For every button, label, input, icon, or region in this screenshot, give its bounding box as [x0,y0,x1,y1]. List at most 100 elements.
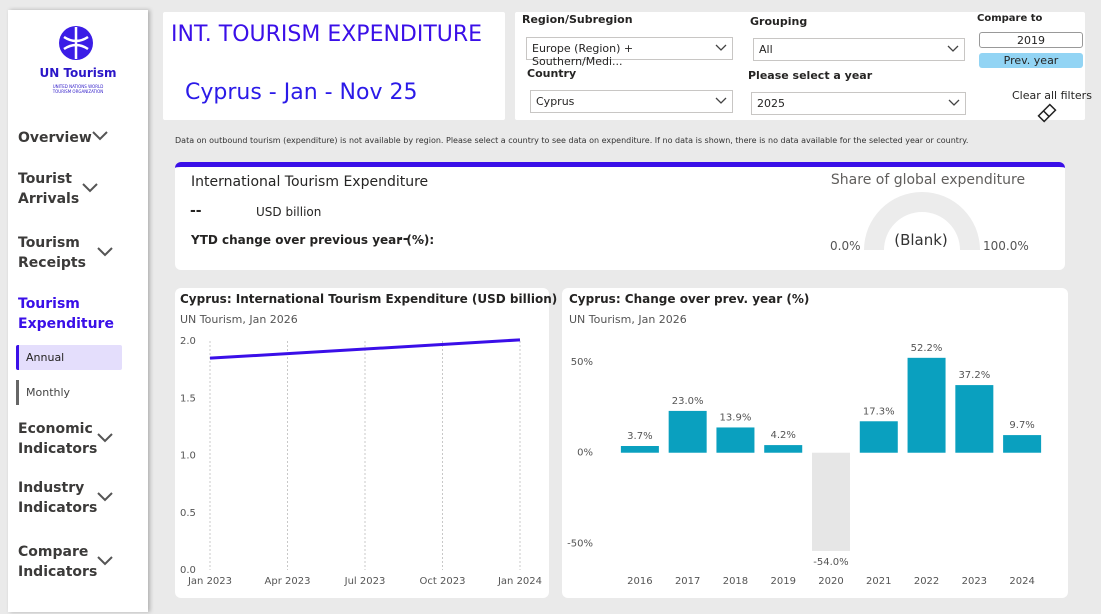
kpi-ytd-extra: -- [416,233,425,247]
y-tick-label: 0.5 [180,508,196,519]
chart-title: Cyprus: International Tourism Expenditur… [180,292,558,306]
x-tick-label: Jan 2024 [497,576,542,587]
nav-item[interactable]: Compare Indicators [18,544,98,580]
nav-item[interactable]: Tourist Arrivals [18,171,80,207]
y-tick-label: 1.0 [180,451,196,462]
value-label: -54.0% [813,557,848,568]
page-subtitle: Cyprus - Jan - Nov 25 [185,80,418,105]
compare-value[interactable]: 2019 [979,32,1083,48]
value-label: 52.2% [911,343,943,354]
kpi-ytd-label: YTD change over previous year (%): [191,233,435,247]
value-label: 9.7% [1009,420,1034,431]
dropdown-value: Europe (Region) + Southern/Medi... [532,42,634,68]
dropdown[interactable]: Cyprus [530,90,733,113]
bar [955,385,994,453]
x-tick-label: 2016 [627,576,652,587]
kpi-card [175,162,1065,270]
nav-item[interactable]: Industry Indicators [18,480,98,516]
bar [620,446,659,453]
value-label: 37.2% [958,370,990,381]
y-tick-label: 1.5 [180,393,196,404]
y-tick-label: 2.0 [180,336,196,347]
eraser-icon[interactable] [1036,102,1058,124]
gauge-max: 100.0% [983,239,1029,253]
chart-subtitle: UN Tourism, Jan 2026 [569,313,687,326]
bar [907,357,946,453]
gauge-title: Share of global expenditure [830,172,1026,188]
subnav-active[interactable]: Annual [16,345,122,370]
nav-item[interactable]: Tourism Receipts [18,235,86,271]
filter-label: Country [527,67,577,80]
compare-button[interactable]: Prev. year [979,53,1083,68]
value-label: 4.2% [771,430,796,441]
gauge [864,192,980,250]
bar [668,410,707,453]
bar [716,427,755,453]
bar [812,452,850,551]
x-tick-label: 2022 [914,576,939,587]
filter-label: Grouping [750,15,808,28]
value-label: 13.9% [720,412,752,423]
x-tick-label: Apr 2023 [265,576,311,587]
nav-item-active[interactable]: Tourism Expenditure [18,296,114,332]
dropdown-chevron [715,44,727,51]
chart-title: Cyprus: Change over prev. year (%) [569,292,810,306]
subnav-item[interactable]: Monthly [16,380,122,405]
x-tick-label: Jul 2023 [344,576,386,587]
x-tick-label: Jan 2023 [187,576,232,587]
page-title: INT. TOURISM EXPENDITURE [171,22,483,47]
y-tick-label: 50% [571,357,593,368]
dropdown[interactable]: 2025 [751,92,966,115]
bar [764,445,803,453]
logo-title: UN Tourism [39,66,117,80]
nav-item[interactable]: Economic Indicators [18,421,98,457]
filter-label: Compare to [977,13,1043,24]
bar [1003,435,1042,453]
y-tick-label: 0% [577,448,593,459]
bar [859,421,898,453]
dropdown[interactable]: All [753,38,965,61]
x-tick-label: 2023 [962,576,987,587]
x-tick-label: 2024 [1009,576,1034,587]
kpi-value: -- [190,203,202,219]
dropdown[interactable]: Europe (Region) + Southern/Medi... [526,37,733,68]
value-label: 17.3% [863,406,895,417]
nav-chevrons [82,131,113,566]
y-tick-label: -50% [567,539,593,550]
logo-icon [59,26,93,60]
gauge-center: (Blank) [894,231,948,249]
logo-subtitle: UNITED NATIONS WORLD TOURISM ORGANIZATIO… [52,84,104,94]
x-tick-label: 2020 [818,576,843,587]
dropdown-chevron [947,45,959,52]
filter-label: Please select a year [748,69,873,82]
gauge-min: 0.0% [830,239,861,253]
value-label: 23.0% [672,396,704,407]
x-tick-label: 2018 [723,576,748,587]
dropdown-chevron [715,97,727,104]
y-tick-label: 0.0 [180,565,196,576]
x-tick-label: 2019 [770,576,795,587]
dropdown-chevron [948,99,960,106]
dropdown-value: All [759,43,773,56]
header-card [163,12,505,120]
x-tick-label: 2021 [866,576,891,587]
nav-item[interactable]: Overview [18,130,92,146]
note: Data on outbound tourism (expenditure) i… [175,136,969,145]
sidebar [8,10,148,612]
line-chart-card [175,288,549,598]
dropdown-value: Cyprus [536,95,575,108]
value-label: 3.7% [627,431,652,442]
dropdown-value: 2025 [757,97,785,110]
clear-filters[interactable]: Clear all filters [1012,89,1092,102]
kpi-title: International Tourism Expenditure [191,174,429,190]
kpi-ytd-value: -- [397,231,409,247]
line [209,338,521,360]
x-tick-label: 2017 [675,576,700,587]
kpi-unit: USD billion [256,205,322,219]
chart-subtitle: UN Tourism, Jan 2026 [180,313,298,326]
filter-label: Region/Subregion [522,13,633,26]
x-tick-label: Oct 2023 [420,576,466,587]
